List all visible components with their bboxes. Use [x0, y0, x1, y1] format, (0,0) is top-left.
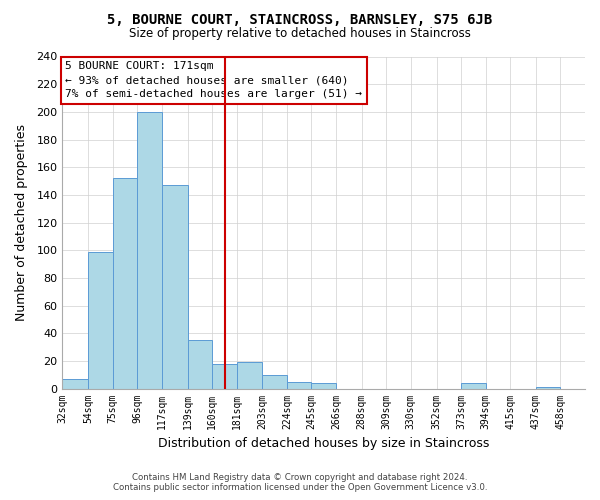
Text: 5 BOURNE COURT: 171sqm
← 93% of detached houses are smaller (640)
7% of semi-det: 5 BOURNE COURT: 171sqm ← 93% of detached… [65, 62, 362, 100]
X-axis label: Distribution of detached houses by size in Staincross: Distribution of detached houses by size … [158, 437, 490, 450]
Bar [88, 252, 113, 388]
Bar [287, 382, 311, 388]
Bar [212, 364, 236, 388]
Text: Contains HM Land Registry data © Crown copyright and database right 2024.
Contai: Contains HM Land Registry data © Crown c… [113, 473, 487, 492]
Y-axis label: Number of detached properties: Number of detached properties [15, 124, 28, 321]
Bar [62, 379, 88, 388]
Text: 5, BOURNE COURT, STAINCROSS, BARNSLEY, S75 6JB: 5, BOURNE COURT, STAINCROSS, BARNSLEY, S… [107, 12, 493, 26]
Bar [137, 112, 162, 388]
Bar [188, 340, 212, 388]
Bar [113, 178, 137, 388]
Bar [461, 383, 485, 388]
Bar [162, 185, 188, 388]
Bar [262, 374, 287, 388]
Text: Size of property relative to detached houses in Staincross: Size of property relative to detached ho… [129, 28, 471, 40]
Bar [311, 383, 336, 388]
Bar [536, 387, 560, 388]
Bar [236, 362, 262, 388]
